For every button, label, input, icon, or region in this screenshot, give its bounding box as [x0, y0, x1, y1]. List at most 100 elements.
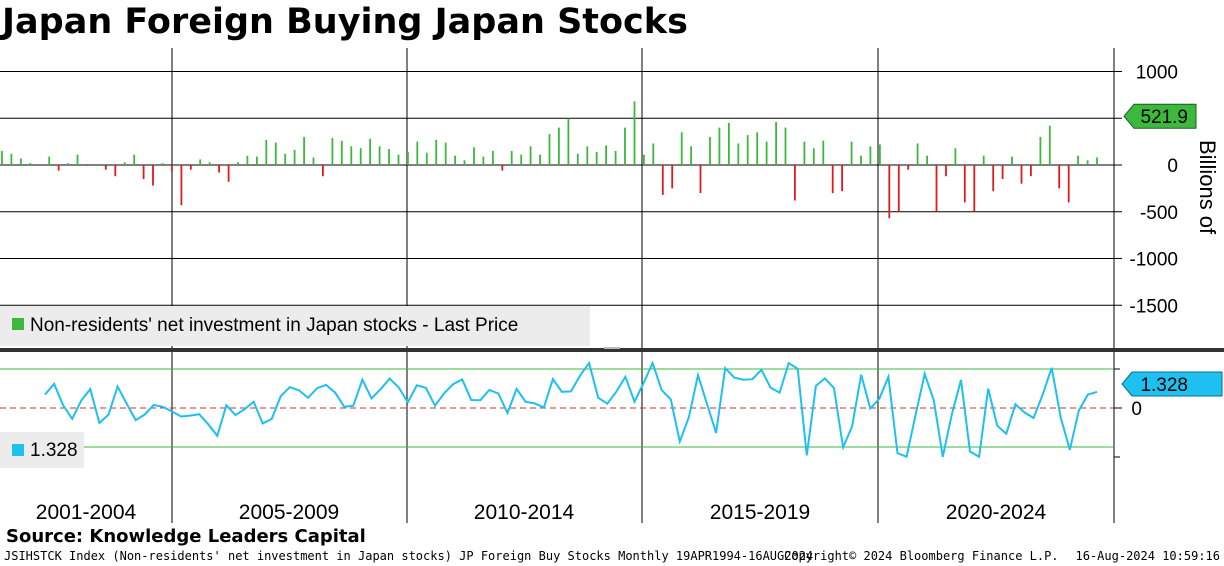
bar	[812, 148, 815, 165]
bar	[831, 165, 834, 194]
bar	[1039, 136, 1042, 165]
bar	[388, 149, 390, 165]
footer-timestamp: 16-Aug-2024 10:59:16	[1075, 549, 1221, 563]
footer-index-description: JSIHSTCK Index (Non-residents' net inves…	[4, 549, 814, 563]
bar	[152, 165, 154, 186]
bar	[350, 146, 353, 165]
y-tick-label: -500	[1140, 203, 1178, 224]
bar	[661, 165, 664, 195]
panel-handle	[604, 347, 620, 349]
bar	[643, 154, 645, 165]
bar	[369, 138, 371, 165]
bar	[869, 146, 872, 165]
x-axis-label: 2015-2019	[710, 501, 810, 524]
bar	[274, 142, 277, 165]
bar	[982, 155, 985, 165]
bar	[10, 153, 13, 165]
bar	[595, 151, 598, 165]
bar	[671, 165, 674, 189]
page-title: Japan Foreign Buying Japan Stocks	[2, 2, 688, 42]
bar	[945, 165, 947, 177]
bar	[916, 143, 919, 165]
bar	[76, 154, 79, 165]
line-last-value-label: 1.328	[1140, 375, 1188, 396]
bar	[425, 152, 428, 165]
bar	[246, 155, 249, 165]
bar	[803, 141, 806, 165]
bar	[180, 165, 183, 206]
bar	[407, 151, 409, 165]
bar	[765, 141, 768, 165]
line-last-value-tag	[1121, 371, 1223, 397]
bar	[680, 132, 683, 165]
bar	[397, 154, 400, 165]
y-tick-label: -1000	[1129, 250, 1178, 271]
bar	[482, 156, 485, 165]
legend-swatch	[12, 318, 24, 330]
bar	[709, 136, 711, 165]
bar	[963, 165, 966, 203]
bar	[718, 127, 721, 165]
bar	[784, 127, 787, 165]
bar	[444, 142, 447, 165]
bar	[20, 158, 22, 165]
bar	[567, 118, 570, 166]
legend-box	[0, 306, 590, 346]
bar	[850, 141, 853, 165]
bar	[218, 165, 220, 173]
bar	[624, 127, 626, 165]
bar	[171, 165, 173, 172]
bar	[1086, 160, 1089, 165]
bar	[992, 165, 995, 192]
bar	[67, 163, 69, 165]
bar	[29, 163, 32, 165]
x-axis-label: 2020-2024	[946, 501, 1047, 524]
bar	[161, 163, 164, 165]
bar	[1, 151, 3, 165]
bar	[95, 164, 98, 165]
bar	[86, 165, 88, 166]
bar	[492, 151, 494, 165]
bar	[208, 162, 211, 165]
bar	[48, 156, 51, 165]
y-tick-label: 0	[1167, 156, 1178, 177]
line-legend-label: 1.328	[30, 440, 78, 461]
bar	[690, 146, 692, 165]
bar	[728, 122, 730, 165]
bar	[614, 151, 617, 165]
bar	[322, 165, 324, 177]
bar	[265, 139, 268, 165]
bar	[520, 154, 523, 165]
x-axis-label: 2005-2009	[239, 501, 339, 524]
bar	[331, 137, 334, 165]
y-tick-label: 1000	[1136, 63, 1178, 84]
bar	[123, 162, 126, 165]
bar	[227, 165, 230, 182]
bar	[303, 136, 305, 165]
bar	[860, 155, 862, 165]
bar	[501, 165, 504, 171]
last-value-tag	[1123, 103, 1197, 129]
bar	[926, 155, 928, 165]
bar	[954, 148, 957, 165]
y-tick-label: 0	[1131, 399, 1142, 420]
bar	[737, 143, 740, 165]
bar	[907, 165, 910, 170]
bar	[794, 165, 796, 201]
bar	[1020, 165, 1023, 184]
bar	[293, 150, 296, 165]
bar	[775, 122, 777, 165]
bar	[841, 165, 843, 192]
bar	[256, 156, 258, 165]
bar	[586, 146, 589, 165]
bar	[340, 140, 343, 165]
bar	[189, 165, 192, 170]
bar	[463, 160, 466, 165]
bar	[888, 165, 891, 219]
x-axis-label: 2010-2014	[474, 501, 575, 524]
bar	[378, 146, 381, 165]
bar	[973, 165, 976, 212]
bar	[529, 146, 532, 165]
x-axis-label: 2001-2004	[36, 501, 137, 524]
